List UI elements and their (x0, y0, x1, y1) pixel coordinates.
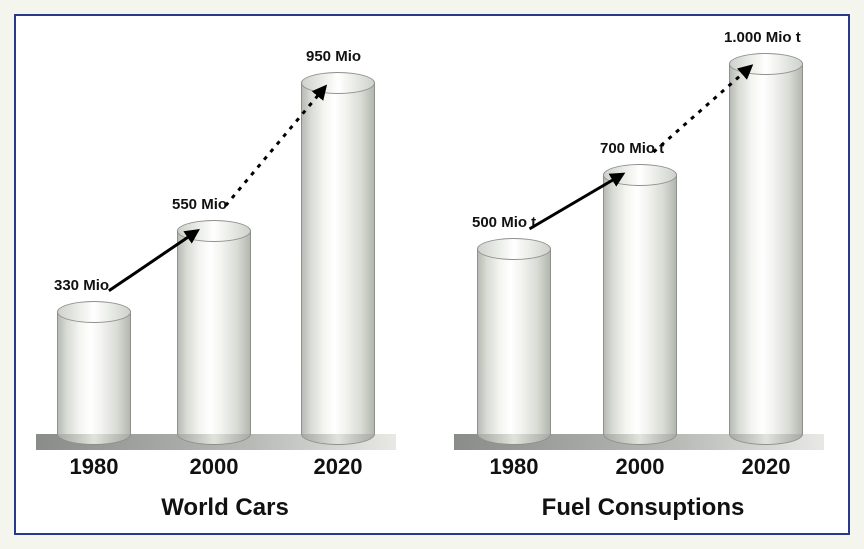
bar-cylinder (301, 72, 375, 446)
panel-fuel-consumption: 500 Mio t 1980 700 Mio t 2000 1.000 Mio t 202… (434, 16, 852, 533)
bar-cylinder (729, 53, 803, 445)
panel-title: World Cars (16, 494, 434, 522)
year-label: 2020 (726, 454, 806, 480)
panel-world-cars: 330 Mio 1980 550 Mio 2000 950 Mio 2020 World C… (16, 16, 434, 533)
chart-frame: 330 Mio 1980 550 Mio 2000 950 Mio 2020 World C… (14, 14, 850, 535)
year-label: 2020 (298, 454, 378, 480)
bar-value-label: 330 Mio (54, 277, 109, 294)
bar-value-label: 550 Mio (172, 196, 227, 213)
panel-title: Fuel Consuptions (434, 494, 852, 522)
bar-value-label: 950 Mio (306, 48, 361, 65)
year-label: 2000 (600, 454, 680, 480)
bar-cylinder (177, 220, 251, 446)
bar-cylinder (477, 238, 551, 445)
year-label: 2000 (174, 454, 254, 480)
bar-value-label: 700 Mio t (600, 140, 664, 157)
year-label: 1980 (474, 454, 554, 480)
bar-value-label: 1.000 Mio t (724, 29, 801, 46)
bar-value-label: 500 Mio t (472, 214, 536, 231)
bar-cylinder (603, 164, 677, 445)
year-label: 1980 (54, 454, 134, 480)
bar-cylinder (57, 301, 131, 445)
